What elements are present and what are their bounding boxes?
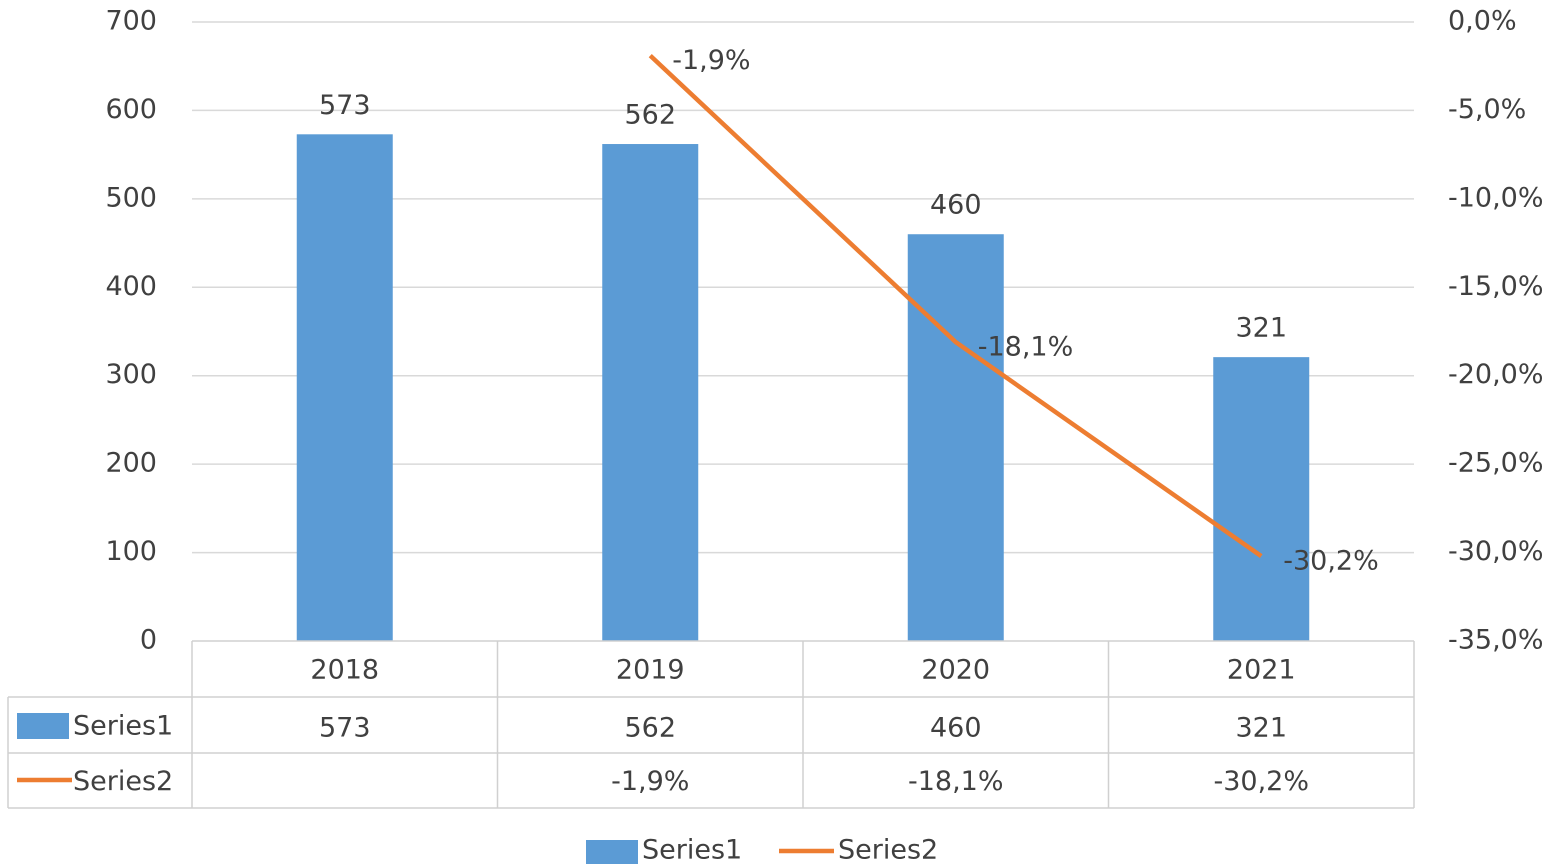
line-series <box>648 53 1263 558</box>
line-value-label: -18,1% <box>978 332 1074 363</box>
bar <box>296 134 393 641</box>
bar-value-label: 562 <box>624 100 676 131</box>
y2-tick-label: -25,0% <box>1448 448 1544 479</box>
y2-tick-label: -30,0% <box>1448 536 1544 567</box>
table-legend-key <box>17 713 69 739</box>
y-tick-label: 700 <box>105 6 157 37</box>
x-tick-label: 2018 <box>310 655 379 686</box>
y-tick-label: 600 <box>105 94 157 125</box>
legend-label: Series2 <box>838 835 938 866</box>
table-cell: 573 <box>319 713 371 744</box>
table-series-name: Series2 <box>73 766 173 797</box>
table-cell: 321 <box>1235 713 1287 744</box>
y-tick-label: 300 <box>105 359 157 390</box>
table-cell: -18,1% <box>908 766 1004 797</box>
line-value-label: -1,9% <box>672 45 750 76</box>
y2-tick-label: 0,0% <box>1448 6 1517 37</box>
line-value-label: -30,2% <box>1283 546 1379 577</box>
y-tick-label: 0 <box>140 625 157 656</box>
bar-value-label: 460 <box>930 190 982 221</box>
x-tick-label: 2021 <box>1227 655 1296 686</box>
y2-tick-label: -10,0% <box>1448 182 1544 213</box>
bar-value-label: 321 <box>1235 313 1287 344</box>
bar <box>602 144 699 641</box>
legend-label: Series1 <box>642 835 742 866</box>
x-tick-label: 2020 <box>921 655 990 686</box>
y2-tick-label: -20,0% <box>1448 359 1544 390</box>
x-tick-label: 2019 <box>616 655 685 686</box>
bar <box>907 234 1004 641</box>
y2-tick-label: -35,0% <box>1448 625 1544 656</box>
y2-tick-label: -5,0% <box>1448 94 1526 125</box>
legend-key <box>586 840 638 864</box>
bar <box>1213 357 1310 641</box>
bar-value-label: 573 <box>319 90 371 121</box>
y2-tick-label: -15,0% <box>1448 271 1544 302</box>
y-tick-label: 500 <box>105 182 157 213</box>
table-series-name: Series1 <box>73 711 173 742</box>
table-cell: 562 <box>624 713 676 744</box>
y-tick-label: 100 <box>105 536 157 567</box>
y-tick-label: 400 <box>105 271 157 302</box>
table-cell: -1,9% <box>611 766 689 797</box>
table-cell: -30,2% <box>1213 766 1309 797</box>
y-tick-label: 200 <box>105 448 157 479</box>
table-cell: 460 <box>930 713 982 744</box>
